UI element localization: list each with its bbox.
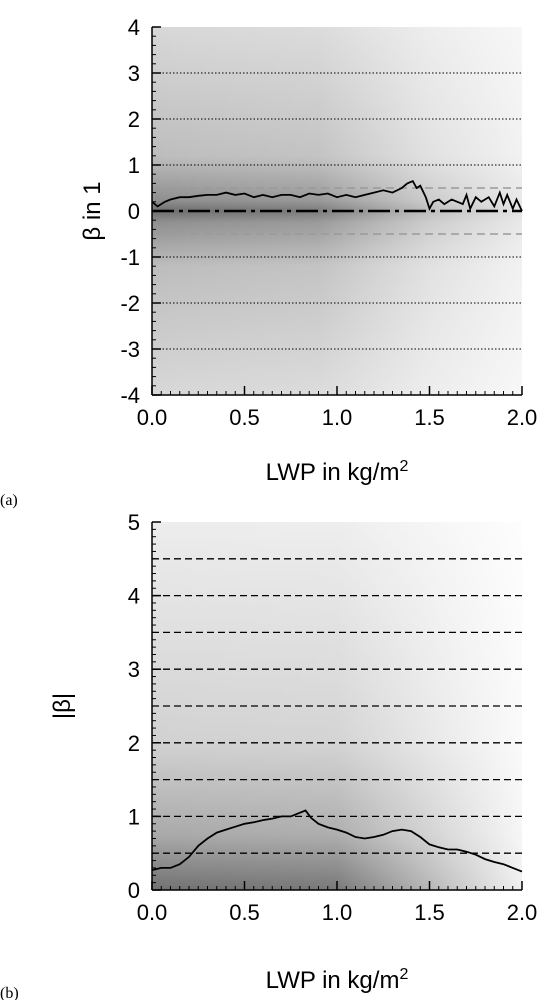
x-tick-label: 1.5: [414, 900, 445, 925]
y-axis-title: |β|: [49, 693, 76, 719]
x-tick-label: 1.0: [322, 405, 353, 430]
y-tick-label: 3: [128, 657, 140, 682]
y-tick-label: 0: [128, 199, 140, 224]
y-tick-label: -3: [120, 337, 140, 362]
y-tick-label: 2: [128, 731, 140, 756]
y-tick-label: 1: [128, 804, 140, 829]
y-tick-label: -1: [120, 245, 140, 270]
y-tick-label: 4: [128, 584, 140, 609]
panel-b: 5 4 3 2 1 00.0 0.5 1.0 1.5 2.0 |β| LWP in kg/m2 (…: [0, 510, 537, 1000]
beta-mean-line: [151, 179, 523, 212]
y-axis-title: β in 1: [79, 181, 106, 240]
y-tick-label: 2: [128, 107, 140, 132]
y-tick-label: 4: [128, 15, 140, 40]
x-tick-label: 2.0: [507, 405, 538, 430]
abs-beta-mean-line: [151, 809, 523, 873]
y-tick-label: 5: [128, 510, 140, 535]
x-tick-label: 1.0: [322, 900, 353, 925]
panel-a: 4 3 2 1 0 -1 -2 -3 -40.0 0.5 1.0 1.5 2.0 β in 1 LWP …: [0, 15, 537, 509]
y-tick-label: -2: [120, 291, 140, 316]
x-tick-label: 2.0: [507, 900, 538, 925]
x-tick-label: 1.5: [414, 405, 445, 430]
y-tick-label: -4: [120, 383, 140, 408]
x-tick-label: 0.5: [229, 405, 260, 430]
x-axis-title: LWP in kg/m2: [266, 458, 409, 486]
panel-label: (b): [0, 985, 19, 1000]
y-tick-label: 0: [128, 878, 140, 903]
x-tick-label: 0.0: [137, 405, 168, 430]
x-axis-title: LWP in kg/m2: [266, 966, 409, 994]
y-tick-label: 1: [128, 153, 140, 178]
x-tick-label: 0.0: [137, 900, 168, 925]
y-tick-label: 3: [128, 61, 140, 86]
x-tick-label: 0.5: [229, 900, 260, 925]
panel-label: (a): [0, 492, 18, 509]
